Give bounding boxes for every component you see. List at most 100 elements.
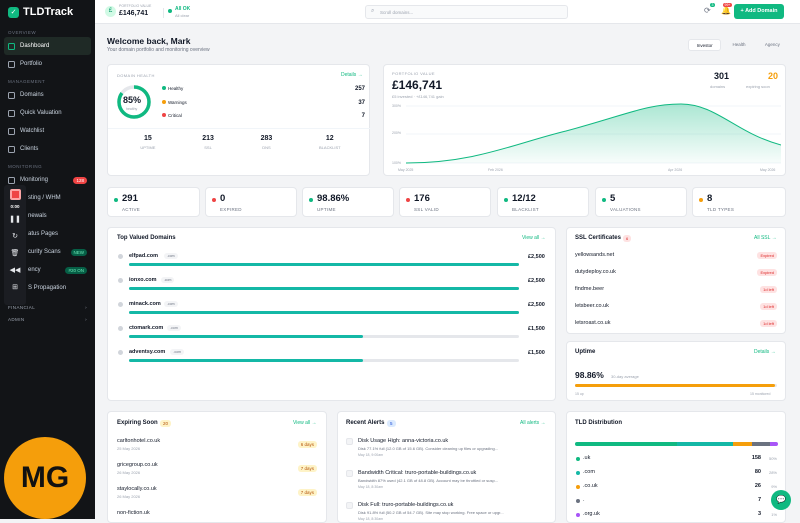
ssl-title: SSL Certificates: [575, 235, 621, 241]
x-tick: Apr 2026: [668, 168, 683, 172]
expiring-domain[interactable]: non-fiction.uk: [117, 510, 150, 516]
stat-expired[interactable]: 0 EXPIRED: [205, 187, 297, 217]
health-details-link[interactable]: Details →: [341, 72, 363, 78]
tld-dot: [576, 456, 580, 461]
refresh-badge: 3: [710, 3, 715, 7]
sidebar-item-hosting[interactable]: sting / WHM: [28, 195, 61, 201]
sidebar-item-monitoring[interactable]: Monitoring 128: [0, 171, 95, 189]
sidebar-item-status-pages[interactable]: atus Pages: [28, 231, 59, 237]
ssl-status-badge: Expired: [757, 252, 777, 259]
tld-name: .: [583, 497, 585, 503]
group-admin[interactable]: ADMIN ›: [8, 316, 87, 322]
domain-value: £2,500: [528, 254, 545, 260]
alert-time: May 18, 9:00am: [358, 453, 384, 457]
ssl-domain[interactable]: letsbeer.co.uk: [575, 303, 609, 309]
search-input[interactable]: ⌕ Scroll domains...: [365, 5, 568, 19]
monitoring-badge: 128: [73, 176, 87, 184]
ssl-domain[interactable]: findme.beer: [575, 286, 605, 292]
expiring-view-all[interactable]: View all →: [293, 420, 317, 426]
new-badge: NEW: [70, 248, 87, 256]
stat-ssl-valid[interactable]: 176 SSL VALID: [399, 187, 491, 217]
warning-dot: [162, 100, 166, 104]
critical-dot: [162, 113, 166, 117]
y-tick: 100%: [392, 161, 401, 165]
delete-icon[interactable]: 🗑: [10, 250, 20, 257]
alerts-all-link[interactable]: All alerts →: [520, 420, 546, 426]
app-name: TLDTrack: [23, 6, 74, 18]
group-financial[interactable]: FINANCIAL ›: [8, 304, 87, 310]
tld-favicon-icon: [118, 350, 123, 355]
metric-uptime: 15 UPTIME: [140, 135, 156, 150]
domain-name[interactable]: minack.com: [129, 301, 161, 307]
stat-uptime[interactable]: 98.86% UPTIME: [302, 187, 394, 217]
ssl-domain[interactable]: yellowsands.net: [575, 252, 615, 258]
domain-name[interactable]: elfpad.com: [129, 253, 159, 259]
stat-valuations[interactable]: 5 VALUATIONS: [595, 187, 687, 217]
ssl-card: SSL Certificates 6 All SSL → yellowsands…: [566, 227, 786, 334]
expiring-domain[interactable]: carltonhotel.co.uk: [117, 438, 161, 444]
pause-icon[interactable]: ❚❚: [9, 216, 21, 223]
sidebar-item-watchlist[interactable]: Watchlist: [0, 122, 95, 140]
alert-title[interactable]: Disk Usage High: anna-victoria.co.uk: [358, 438, 449, 444]
stat-active[interactable]: 291 ACTIVE: [107, 187, 200, 217]
tld-pill: .com: [170, 349, 184, 355]
domain-value: £1,500: [528, 326, 545, 332]
stat-tld-types[interactable]: 8 TLD TYPES: [692, 187, 786, 217]
expiring-domain[interactable]: staylocally.co.uk: [117, 486, 157, 492]
stat-blacklist[interactable]: 12/12 BLACKLIST: [497, 187, 589, 217]
refresh-icon[interactable]: ⟳: [704, 6, 711, 15]
tab-health[interactable]: Health: [732, 42, 746, 47]
value-bar: [129, 287, 519, 290]
uptime-left: 15 up: [575, 392, 584, 396]
bell-icon[interactable]: 🔔: [721, 6, 731, 15]
uptime-sub: 30-day average: [611, 374, 639, 379]
recent-alerts-card: Recent Alerts 5 All alerts → Disk Usage …: [337, 411, 556, 523]
portfolio-label: PORTFOLIO VALUE: [119, 4, 152, 8]
tld-percent: 28%: [768, 470, 777, 475]
y-tick: 300%: [392, 104, 401, 108]
legend-warnings: Warnings 37: [162, 99, 365, 106]
alert-title[interactable]: Disk Full: truro-portable-buildings.co.u…: [358, 502, 454, 508]
ssl-domain[interactable]: letsroast.co.uk: [575, 320, 611, 326]
ssl-all-link[interactable]: All SSL →: [754, 235, 777, 241]
tab-agency[interactable]: Agency: [764, 42, 780, 47]
expiring-domain[interactable]: gricegroup.co.uk: [117, 462, 158, 468]
tab-investor[interactable]: Investor: [688, 39, 722, 51]
app-logo[interactable]: ✓ TLDTrack: [0, 0, 95, 24]
metric-blacklist: 12 BLACKLIST: [319, 135, 341, 150]
stop-recording-button[interactable]: [9, 189, 21, 200]
sidebar-item-agency[interactable]: ency #20 ON: [0, 261, 95, 279]
domain-name[interactable]: adventsy.com: [129, 349, 166, 355]
tld-seg: [769, 442, 778, 446]
chat-button[interactable]: 💬: [771, 490, 791, 510]
sidebar-item-clients[interactable]: Clients: [0, 140, 95, 158]
divider: [108, 128, 371, 129]
y-tick: 200%: [392, 131, 401, 135]
grid-icon[interactable]: ⊞: [12, 284, 18, 291]
search-icon: ⌕: [371, 8, 375, 14]
sidebar-item-quick-valuation[interactable]: Quick Valuation: [0, 104, 95, 122]
recording-timer: 0:00: [10, 204, 20, 209]
stat-dot: [309, 198, 313, 202]
portfolio-card-label: PORTFOLIO VALUE: [392, 71, 435, 76]
sidebar-item-renewals[interactable]: newals: [28, 213, 47, 219]
top-valued-title: Top Valued Domains: [117, 235, 176, 241]
restart-icon[interactable]: ↻: [12, 233, 18, 240]
users-icon: [8, 145, 15, 153]
top-valued-view-all[interactable]: View all →: [522, 235, 546, 241]
uptime-details-link[interactable]: Details →: [754, 349, 776, 355]
domain-name[interactable]: ionxo.com: [129, 277, 157, 283]
ssl-domain[interactable]: dutydeploy.co.uk: [575, 269, 616, 275]
rewind-icon[interactable]: ◀◀: [9, 267, 21, 274]
sidebar-item-portfolio[interactable]: Portfolio: [0, 55, 95, 73]
sidebar-item-dashboard[interactable]: Dashboard: [4, 37, 91, 55]
sidebar-item-dns-propagation[interactable]: S Propagation: [28, 285, 67, 291]
alert-title[interactable]: Bandwidth Critical: truro-portable-build…: [358, 470, 477, 476]
divider: [163, 8, 164, 18]
domain-name[interactable]: ctomark.com: [129, 325, 164, 331]
legend-critical: Critical 7: [162, 112, 365, 119]
sidebar-item-security-scans[interactable]: curity Scans NEW: [0, 243, 95, 261]
add-domain-button[interactable]: + Add Domain: [734, 4, 784, 19]
sidebar-item-domains[interactable]: Domains: [0, 86, 95, 104]
stat-dot: [504, 198, 508, 202]
